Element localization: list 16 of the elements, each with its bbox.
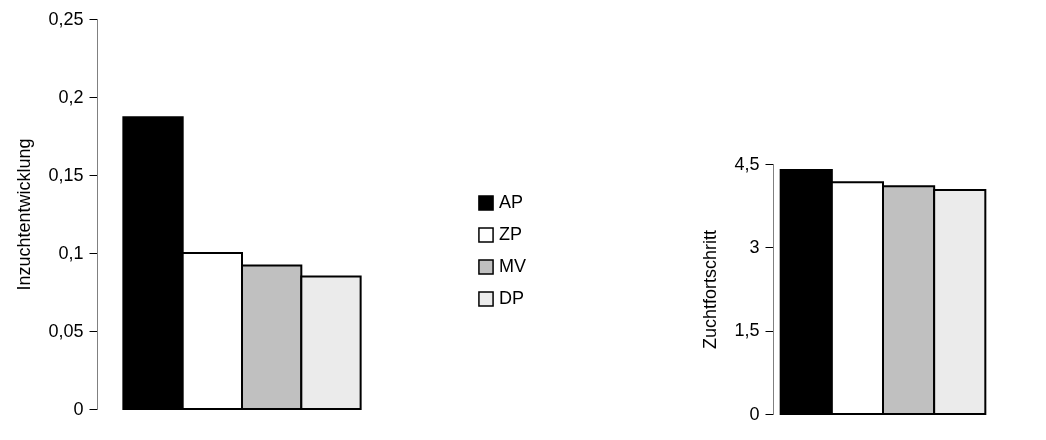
y-axis-title: Inzuchtentwicklung	[14, 138, 35, 291]
y-axis-title: Zuchtfortschritt	[700, 229, 721, 350]
y-tick-label: 1,5	[734, 320, 760, 341]
y-tick-label: 0,15	[48, 164, 84, 185]
legend-label: ZP	[499, 224, 523, 244]
y-tick-label: 3	[749, 236, 760, 257]
y-tick-label: 0,05	[48, 320, 84, 341]
y-tick-label: 0,2	[58, 86, 84, 107]
y-tick-label: 0	[749, 403, 760, 424]
legend-label: DP	[499, 288, 525, 308]
legend-label: AP	[499, 192, 524, 212]
y-tick-label: 0	[73, 398, 84, 419]
y-tick-label: 4,5	[734, 153, 760, 174]
y-tick-label: 0,1	[58, 242, 84, 263]
legend-label: MV	[499, 256, 526, 276]
y-tick-label: 0,25	[48, 8, 84, 29]
